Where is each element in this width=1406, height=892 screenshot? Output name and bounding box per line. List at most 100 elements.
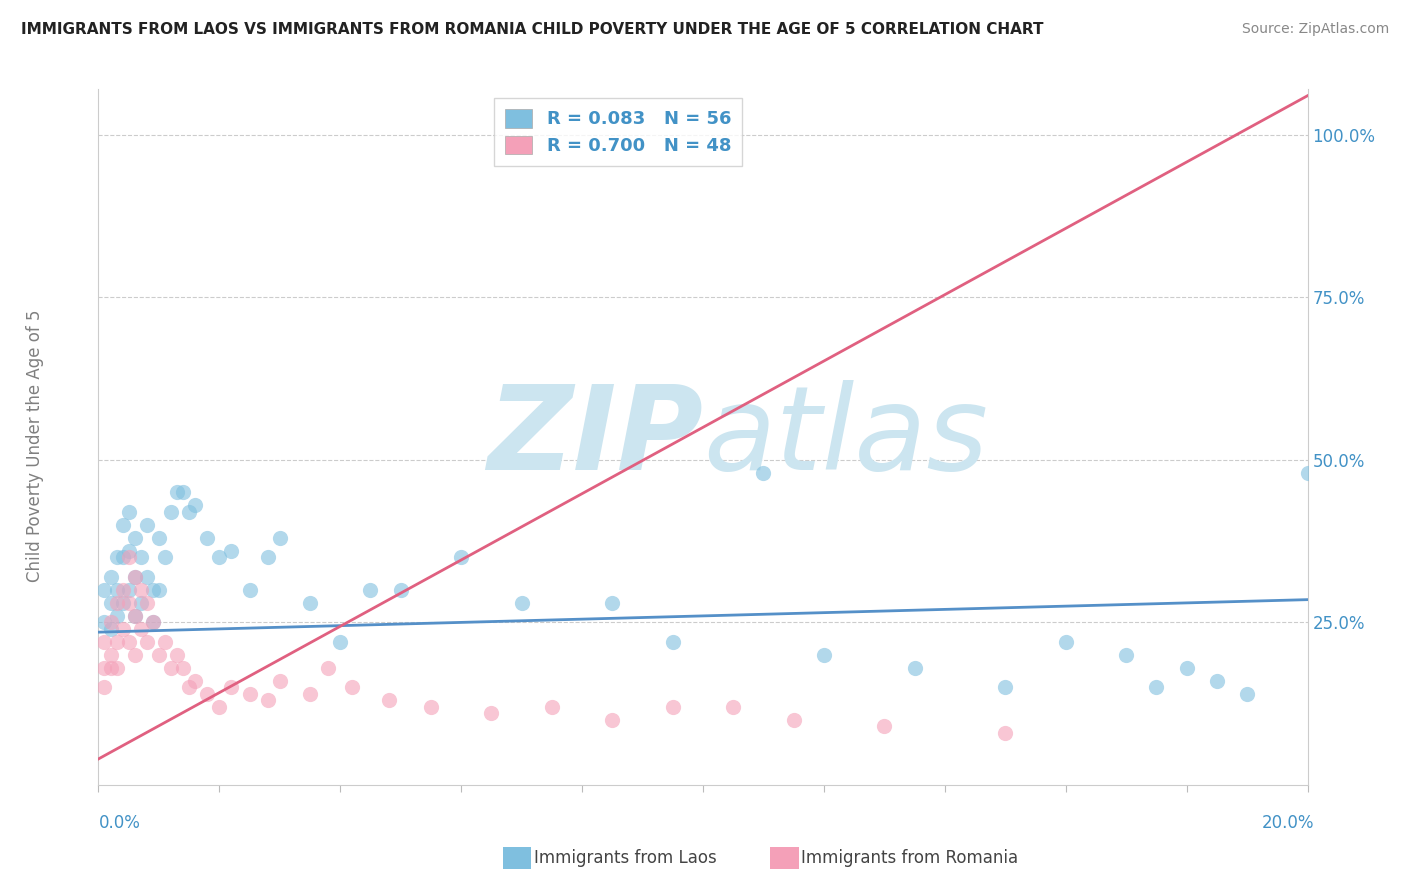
Point	[782, 713, 804, 727]
Text: 20.0%: 20.0%	[1263, 814, 1315, 831]
Point	[450, 550, 472, 565]
Point	[329, 635, 352, 649]
Point	[124, 531, 146, 545]
Point	[142, 615, 165, 630]
Point	[1054, 635, 1077, 649]
Point	[135, 517, 157, 532]
Point	[221, 681, 243, 695]
Point	[1144, 681, 1167, 695]
Text: 0.0%: 0.0%	[98, 814, 141, 831]
Point	[142, 615, 165, 630]
Point	[1175, 661, 1198, 675]
Point	[93, 681, 115, 695]
Point	[994, 726, 1017, 740]
Point	[160, 661, 183, 675]
Point	[184, 673, 207, 688]
Point	[93, 635, 115, 649]
Point	[160, 505, 183, 519]
Point	[269, 673, 291, 688]
Point	[124, 608, 146, 623]
Point	[721, 700, 744, 714]
Point	[195, 687, 218, 701]
Point	[481, 706, 503, 721]
Point	[195, 531, 218, 545]
Point	[135, 635, 157, 649]
Point	[111, 582, 134, 597]
Point	[256, 693, 278, 707]
Text: Immigrants from Laos: Immigrants from Laos	[534, 849, 717, 867]
Point	[602, 596, 624, 610]
Point	[129, 622, 152, 636]
Point	[135, 570, 157, 584]
Point	[111, 622, 134, 636]
Point	[510, 596, 533, 610]
Point	[813, 648, 835, 662]
Point	[177, 681, 201, 695]
Point	[93, 582, 115, 597]
Point	[904, 661, 927, 675]
Point	[129, 596, 152, 610]
Point	[100, 622, 122, 636]
Point	[124, 570, 146, 584]
Point	[118, 582, 141, 597]
Point	[135, 596, 157, 610]
Point	[148, 531, 170, 545]
Point	[172, 485, 194, 500]
Point	[105, 550, 128, 565]
Point	[118, 596, 141, 610]
Point	[208, 550, 231, 565]
Point	[118, 635, 141, 649]
Point	[100, 570, 122, 584]
Point	[752, 466, 775, 480]
Point	[661, 635, 683, 649]
Point	[419, 700, 441, 714]
Point	[93, 661, 115, 675]
Point	[148, 582, 170, 597]
Point	[124, 648, 146, 662]
Point	[342, 681, 364, 695]
Point	[153, 635, 176, 649]
Legend: R = 0.083   N = 56, R = 0.700   N = 48: R = 0.083 N = 56, R = 0.700 N = 48	[495, 98, 742, 166]
Text: Child Poverty Under the Age of 5: Child Poverty Under the Age of 5	[27, 310, 44, 582]
Point	[208, 700, 231, 714]
Point	[256, 550, 278, 565]
Point	[239, 687, 262, 701]
Point	[602, 713, 624, 727]
Text: IMMIGRANTS FROM LAOS VS IMMIGRANTS FROM ROMANIA CHILD POVERTY UNDER THE AGE OF 5: IMMIGRANTS FROM LAOS VS IMMIGRANTS FROM …	[21, 22, 1043, 37]
Point	[100, 661, 122, 675]
Point	[269, 531, 291, 545]
Point	[148, 648, 170, 662]
Point	[129, 582, 152, 597]
Point	[299, 687, 322, 701]
Point	[172, 661, 194, 675]
Point	[93, 615, 115, 630]
Point	[166, 485, 188, 500]
Point	[100, 615, 122, 630]
Point	[100, 648, 122, 662]
Point	[111, 596, 134, 610]
Point	[540, 700, 562, 714]
Point	[873, 719, 896, 733]
Text: atlas: atlas	[703, 380, 988, 494]
Point	[105, 582, 128, 597]
Point	[105, 661, 128, 675]
Point	[177, 505, 201, 519]
Text: ZIP: ZIP	[486, 380, 703, 494]
Point	[105, 608, 128, 623]
Point	[118, 550, 141, 565]
Point	[221, 544, 243, 558]
Point	[129, 550, 152, 565]
Point	[1115, 648, 1137, 662]
Point	[166, 648, 188, 662]
Point	[142, 582, 165, 597]
Text: Source: ZipAtlas.com: Source: ZipAtlas.com	[1241, 22, 1389, 37]
Point	[105, 596, 128, 610]
Point	[1206, 673, 1229, 688]
Point	[100, 596, 122, 610]
Point	[118, 505, 141, 519]
Point	[994, 681, 1017, 695]
Point	[377, 693, 399, 707]
Point	[299, 596, 322, 610]
Point	[316, 661, 339, 675]
Point	[111, 517, 134, 532]
